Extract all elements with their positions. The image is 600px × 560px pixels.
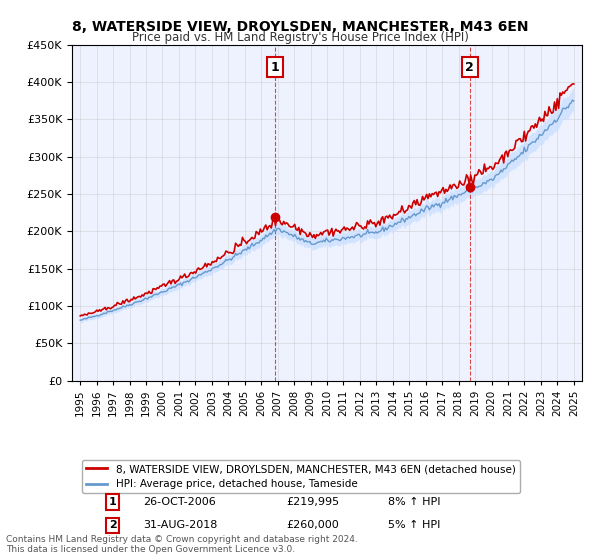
Text: 5% ↑ HPI: 5% ↑ HPI [388,520,440,530]
Text: 31-AUG-2018: 31-AUG-2018 [143,520,218,530]
Text: Price paid vs. HM Land Registry's House Price Index (HPI): Price paid vs. HM Land Registry's House … [131,31,469,44]
Text: £260,000: £260,000 [286,520,339,530]
Text: 1: 1 [271,60,279,74]
Text: 1: 1 [109,497,116,507]
Legend: 8, WATERSIDE VIEW, DROYLSDEN, MANCHESTER, M43 6EN (detached house), HPI: Average: 8, WATERSIDE VIEW, DROYLSDEN, MANCHESTER… [82,460,520,493]
Text: 2: 2 [109,520,116,530]
Text: 2: 2 [465,60,474,74]
Text: 26-OCT-2006: 26-OCT-2006 [143,497,216,507]
Text: Contains HM Land Registry data © Crown copyright and database right 2024.
This d: Contains HM Land Registry data © Crown c… [6,535,358,554]
Text: 8% ↑ HPI: 8% ↑ HPI [388,497,440,507]
Text: £219,995: £219,995 [286,497,340,507]
Text: 8, WATERSIDE VIEW, DROYLSDEN, MANCHESTER, M43 6EN: 8, WATERSIDE VIEW, DROYLSDEN, MANCHESTER… [72,20,528,34]
